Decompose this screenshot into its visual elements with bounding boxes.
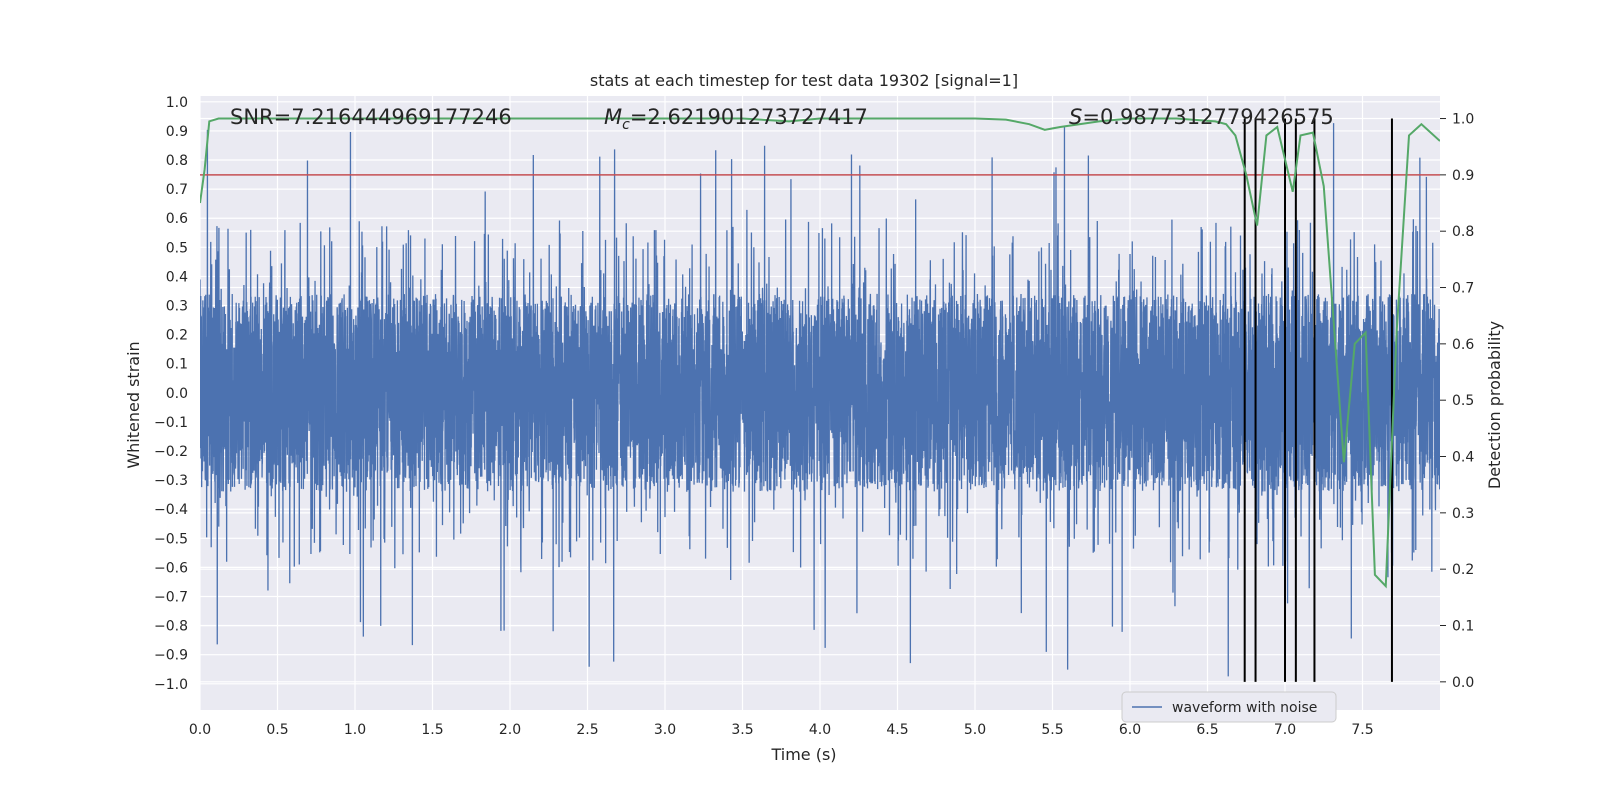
y-right-tick-label: 0.3 [1452, 506, 1474, 522]
y-tick-label: 0.1 [166, 357, 188, 373]
y-tick-label: 0.8 [166, 153, 188, 169]
y-tick-label: 0.5 [166, 240, 188, 256]
y-tick-label: 0.4 [166, 269, 188, 285]
snr-annotation: SNR=7.216444969177246 [230, 105, 512, 129]
y-tick-label: 0.3 [166, 299, 188, 315]
y-right-tick-label: 0.4 [1452, 450, 1474, 466]
x-tick-label: 6.0 [1119, 722, 1141, 738]
y-axis-left: 1.0 0.9 0.8 0.7 0.6 0.5 0.4 0.3 0.2 0.1 0.0 −0.1 −0.… [154, 95, 188, 693]
y-tick-label: −1.0 [154, 677, 188, 693]
y-tick-label: −0.8 [154, 619, 188, 635]
y-tick-label: −0.9 [154, 648, 188, 664]
x-tick-label: 5.5 [1041, 722, 1063, 738]
y-tick-label: 1.0 [166, 95, 188, 111]
significance-annotation: S=0.9877312779426575 [1069, 105, 1334, 129]
y-tick-label: −0.5 [154, 531, 188, 547]
y-tick-label: −0.6 [154, 560, 188, 576]
x-axis: 0.0 0.5 1.0 1.5 2.0 2.5 3.0 3.5 4.0 4.5 5.0 5.5 6.0 6… [189, 722, 1374, 738]
x-tick-label: 7.5 [1351, 722, 1373, 738]
x-tick-label: 4.0 [809, 722, 831, 738]
detection-probability-line [200, 117, 1440, 589]
legend-label: waveform with noise [1172, 700, 1317, 716]
y-right-tick-label: 0.1 [1452, 619, 1474, 635]
x-tick-label: 2.0 [499, 722, 521, 738]
chirp-mass-value: =2.621901273727417 [630, 105, 868, 129]
y-tick-label: −0.2 [154, 444, 188, 460]
x-tick-label: 3.0 [654, 722, 676, 738]
legend-box [1121, 691, 1337, 723]
chirp-mass-annotation: Mc=2.621901273727417 [604, 105, 868, 133]
y-axis-label-right: Detection probability [1485, 321, 1504, 489]
x-tick-label: 3.5 [731, 722, 753, 738]
y-tick-label: 0.0 [166, 386, 188, 402]
y-right-tick-label: 0.2 [1452, 562, 1474, 578]
x-tick-label: 6.5 [1196, 722, 1218, 738]
legend: waveform with noise [1121, 691, 1337, 723]
waveform-line [200, 123, 1440, 677]
y-tick-label: 0.9 [166, 124, 188, 140]
x-tick-label: 5.0 [964, 722, 986, 738]
x-tick-label: 1.0 [344, 722, 366, 738]
y-right-tick-label: 0.8 [1452, 224, 1474, 240]
x-axis-label: Time (s) [770, 745, 836, 764]
y-axis-label-left: Whitened strain [124, 341, 143, 468]
y-right-tick-label: 0.7 [1452, 281, 1474, 297]
y-right-tick-label: 0.9 [1452, 168, 1474, 184]
x-tick-label: 0.0 [189, 722, 211, 738]
x-tick-label: 2.5 [576, 722, 598, 738]
y-right-tick-label: 0.5 [1452, 393, 1474, 409]
y-tick-label: 0.2 [166, 328, 188, 344]
y-tick-label: 0.7 [166, 182, 188, 198]
x-tick-label: 0.5 [266, 722, 288, 738]
y-right-tick-label: 0.0 [1452, 675, 1474, 691]
chart-title: stats at each timestep for test data 193… [590, 71, 1018, 90]
significance-value: =0.9877312779426575 [1082, 105, 1333, 129]
y-right-tick-label: 1.0 [1452, 112, 1474, 128]
y-tick-label: −0.4 [154, 502, 188, 518]
x-tick-label: 4.5 [886, 722, 908, 738]
x-tick-label: 1.5 [421, 722, 443, 738]
y-right-tick-label: 0.6 [1452, 337, 1474, 353]
y-tick-label: −0.7 [154, 590, 188, 606]
x-tick-label: 7.0 [1274, 722, 1296, 738]
y-axis-right: 1.0 0.9 0.8 0.7 0.6 0.5 0.4 0.3 0.2 0.1 0.0 [1440, 112, 1474, 691]
y-tick-label: −0.3 [154, 473, 188, 489]
y-tick-label: 0.6 [166, 211, 188, 227]
y-tick-label: −0.1 [154, 415, 188, 431]
